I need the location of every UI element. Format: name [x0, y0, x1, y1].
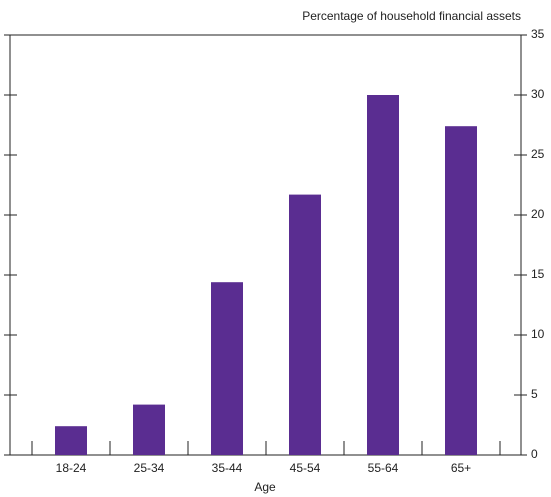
- y-tick-label: 30: [531, 87, 545, 101]
- y-tick-label: 10: [531, 327, 545, 341]
- bar: [55, 426, 87, 455]
- plot-frame: [9, 34, 522, 456]
- bar: [289, 194, 321, 455]
- x-tick-label: 25-34: [134, 461, 165, 475]
- y-tick-label: 15: [531, 267, 545, 281]
- y-tick-label: 25: [531, 147, 545, 161]
- bar: [211, 282, 243, 455]
- x-tick-label: 18-24: [56, 461, 87, 475]
- bar: [445, 126, 477, 455]
- y-tick-label: 20: [531, 207, 545, 221]
- x-axis-title: Age: [254, 480, 276, 494]
- x-tick-label: 45-54: [290, 461, 321, 475]
- bar: [367, 95, 399, 455]
- x-tick-label: 65+: [451, 461, 471, 475]
- y-axis-title: Percentage of household financial assets: [302, 9, 521, 23]
- y-tick-label: 35: [531, 27, 545, 41]
- x-tick-label: 35-44: [212, 461, 243, 475]
- y-tick-label: 0: [531, 447, 538, 461]
- x-tick-label: 55-64: [368, 461, 399, 475]
- y-tick-label: 5: [531, 387, 538, 401]
- bar: [133, 404, 165, 455]
